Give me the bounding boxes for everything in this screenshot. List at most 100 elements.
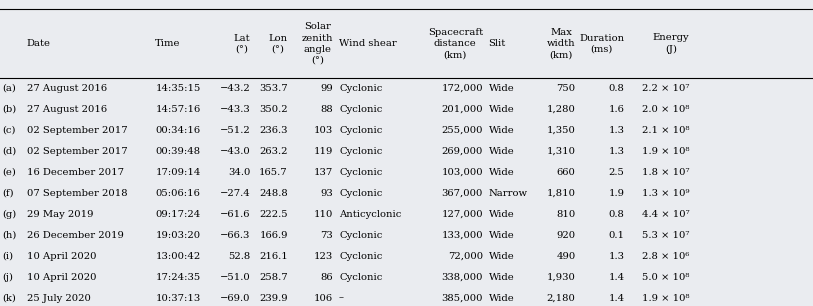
- Text: 127,000: 127,000: [441, 210, 483, 219]
- Text: 1,310: 1,310: [546, 147, 576, 156]
- Text: −66.3: −66.3: [220, 231, 250, 240]
- Text: 02 September 2017: 02 September 2017: [27, 147, 128, 156]
- Text: 00:34:16: 00:34:16: [155, 126, 201, 135]
- Text: Wide: Wide: [489, 294, 515, 303]
- Text: 25 July 2020: 25 July 2020: [27, 294, 91, 303]
- Text: (j): (j): [2, 273, 14, 282]
- Text: 86: 86: [320, 273, 333, 282]
- Text: 201,000: 201,000: [441, 105, 483, 114]
- Text: 263.2: 263.2: [259, 147, 288, 156]
- Text: 239.9: 239.9: [259, 294, 288, 303]
- Text: Wide: Wide: [489, 273, 515, 282]
- Text: Cyclonic: Cyclonic: [339, 126, 382, 135]
- Text: 00:39:48: 00:39:48: [155, 147, 201, 156]
- Text: 920: 920: [556, 231, 576, 240]
- Text: 137: 137: [314, 168, 333, 177]
- Text: Max
width
(km): Max width (km): [547, 28, 576, 59]
- Text: (b): (b): [2, 105, 17, 114]
- Text: −69.0: −69.0: [220, 294, 250, 303]
- Text: 103,000: 103,000: [441, 168, 483, 177]
- Text: (i): (i): [2, 252, 14, 261]
- Text: Cyclonic: Cyclonic: [339, 252, 382, 261]
- Text: 1.3: 1.3: [608, 126, 624, 135]
- Text: 19:03:20: 19:03:20: [155, 231, 201, 240]
- Text: Energy
(J): Energy (J): [653, 33, 689, 54]
- Text: 1.3: 1.3: [608, 252, 624, 261]
- Text: Wide: Wide: [489, 105, 515, 114]
- Text: (g): (g): [2, 210, 17, 219]
- Text: 1.3: 1.3: [608, 147, 624, 156]
- Text: 29 May 2019: 29 May 2019: [27, 210, 93, 219]
- Text: −43.3: −43.3: [220, 105, 250, 114]
- Text: 216.1: 216.1: [259, 252, 288, 261]
- Text: 72,000: 72,000: [448, 252, 483, 261]
- Text: −27.4: −27.4: [220, 189, 250, 198]
- Text: Cyclonic: Cyclonic: [339, 168, 382, 177]
- Text: 52.8: 52.8: [228, 252, 250, 261]
- Text: 5.0 × 10⁸: 5.0 × 10⁸: [642, 273, 689, 282]
- Text: 1.9: 1.9: [608, 189, 624, 198]
- Text: 119: 119: [314, 147, 333, 156]
- Text: (d): (d): [2, 147, 17, 156]
- Text: Wide: Wide: [489, 252, 515, 261]
- Text: Cyclonic: Cyclonic: [339, 105, 382, 114]
- Text: 27 August 2016: 27 August 2016: [27, 105, 107, 114]
- Text: 2.2 × 10⁷: 2.2 × 10⁷: [642, 84, 689, 93]
- Text: Wide: Wide: [489, 147, 515, 156]
- Text: Wide: Wide: [489, 231, 515, 240]
- Text: 0.1: 0.1: [608, 231, 624, 240]
- Text: 2.0 × 10⁸: 2.0 × 10⁸: [642, 105, 689, 114]
- Text: 16 December 2017: 16 December 2017: [27, 168, 124, 177]
- Text: 02 September 2017: 02 September 2017: [27, 126, 128, 135]
- Text: 133,000: 133,000: [441, 231, 483, 240]
- Text: 103: 103: [314, 126, 333, 135]
- Text: 2.1 × 10⁸: 2.1 × 10⁸: [642, 126, 689, 135]
- Text: Wide: Wide: [489, 84, 515, 93]
- Text: 10:37:13: 10:37:13: [155, 294, 201, 303]
- Text: (h): (h): [2, 231, 17, 240]
- Text: 1.9 × 10⁸: 1.9 × 10⁸: [642, 147, 689, 156]
- Text: 1.9 × 10⁸: 1.9 × 10⁸: [642, 294, 689, 303]
- Text: Cyclonic: Cyclonic: [339, 189, 382, 198]
- Text: 123: 123: [314, 252, 333, 261]
- Text: 165.7: 165.7: [259, 168, 288, 177]
- Text: 106: 106: [314, 294, 333, 303]
- Text: 1.8 × 10⁷: 1.8 × 10⁷: [642, 168, 689, 177]
- Text: Wind shear: Wind shear: [339, 39, 397, 48]
- Text: 353.7: 353.7: [259, 84, 288, 93]
- Text: 172,000: 172,000: [441, 84, 483, 93]
- Text: 27 August 2016: 27 August 2016: [27, 84, 107, 93]
- Text: Lat
(°): Lat (°): [234, 34, 250, 54]
- Text: –: –: [339, 294, 344, 303]
- Text: Time: Time: [155, 39, 180, 48]
- Text: 5.3 × 10⁷: 5.3 × 10⁷: [642, 231, 689, 240]
- Text: 07 September 2018: 07 September 2018: [27, 189, 128, 198]
- Text: Cyclonic: Cyclonic: [339, 231, 382, 240]
- Text: Narrow: Narrow: [489, 189, 528, 198]
- Text: 10 April 2020: 10 April 2020: [27, 273, 96, 282]
- Text: 1.4: 1.4: [608, 294, 624, 303]
- Text: 4.4 × 10⁷: 4.4 × 10⁷: [641, 210, 689, 219]
- Text: 93: 93: [320, 189, 333, 198]
- Text: Cyclonic: Cyclonic: [339, 273, 382, 282]
- Text: 166.9: 166.9: [259, 231, 288, 240]
- Text: 1,930: 1,930: [546, 273, 576, 282]
- Text: 490: 490: [556, 252, 576, 261]
- Text: 26 December 2019: 26 December 2019: [27, 231, 124, 240]
- Text: Wide: Wide: [489, 126, 515, 135]
- Text: Slit: Slit: [489, 39, 506, 48]
- Text: Anticyclonic: Anticyclonic: [339, 210, 402, 219]
- Text: (c): (c): [2, 126, 16, 135]
- Text: Wide: Wide: [489, 168, 515, 177]
- Text: Wide: Wide: [489, 210, 515, 219]
- Text: 750: 750: [556, 84, 576, 93]
- Text: 05:06:16: 05:06:16: [155, 189, 200, 198]
- Text: 1,350: 1,350: [546, 126, 576, 135]
- Text: −51.0: −51.0: [220, 273, 250, 282]
- Text: −61.6: −61.6: [220, 210, 250, 219]
- Text: 385,000: 385,000: [441, 294, 483, 303]
- Text: Solar
zenith
angle
(°): Solar zenith angle (°): [302, 22, 333, 65]
- Text: 660: 660: [557, 168, 576, 177]
- Text: (a): (a): [2, 84, 16, 93]
- Text: (f): (f): [2, 189, 14, 198]
